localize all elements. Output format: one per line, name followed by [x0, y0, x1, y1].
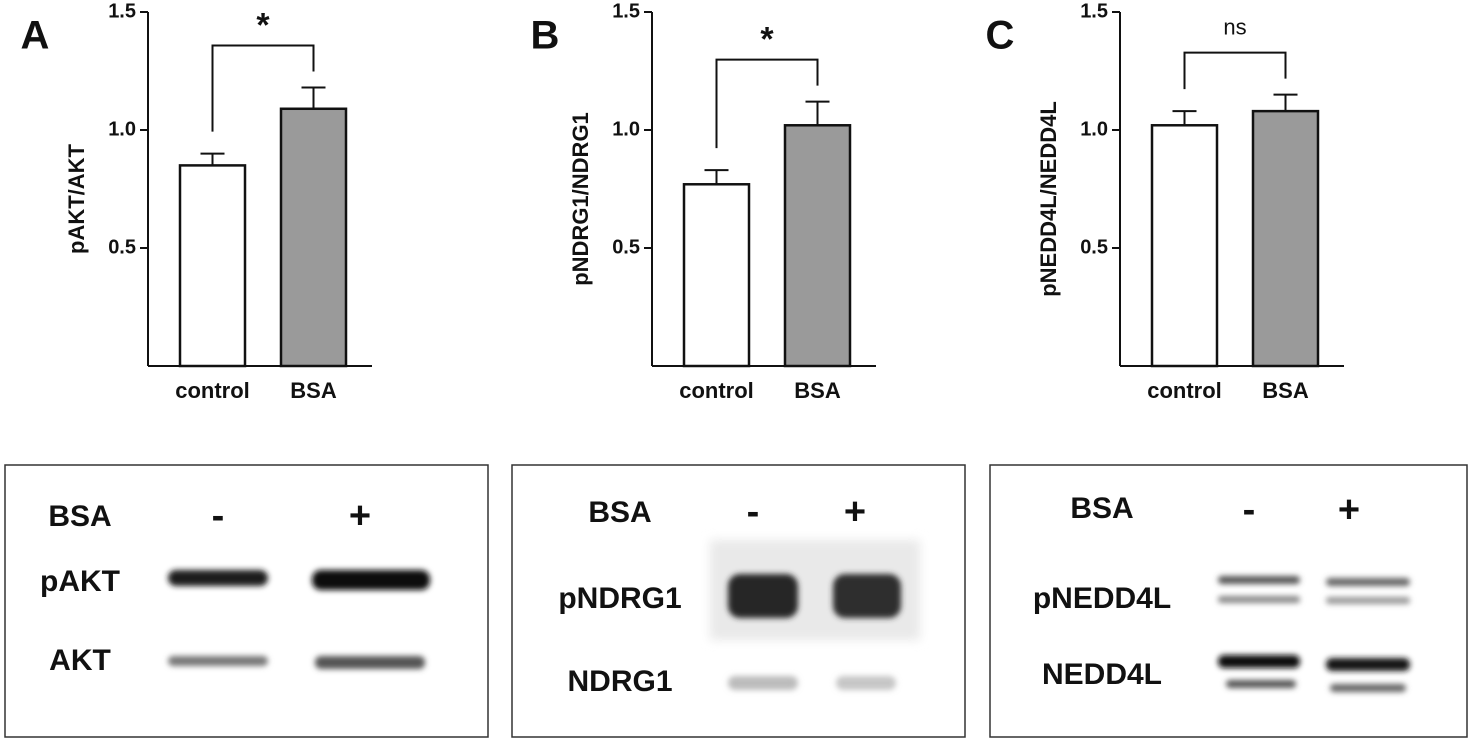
error-bar [200, 152, 225, 166]
panel-letter: C [986, 14, 1015, 58]
y-tick-label: 0.5 [108, 236, 136, 258]
y-axis-label: pAKT/AKT [64, 143, 89, 254]
blot-bands [1218, 576, 1410, 692]
blot-bands [728, 574, 901, 690]
blot-lane: - [1243, 489, 1256, 531]
x-tick-label: control [175, 378, 250, 403]
blot-treatment: BSA [588, 496, 651, 529]
blot-treatment: BSA [48, 500, 111, 533]
bar [682, 183, 751, 368]
significance-label: * [256, 7, 270, 45]
error-bar [1273, 93, 1298, 112]
blot-row-label: pNDRG1 [558, 582, 681, 615]
blot-treatment: BSA [1070, 492, 1133, 525]
bar [178, 164, 247, 368]
x-tick-label: BSA [794, 378, 841, 403]
blot-bands [168, 570, 430, 669]
blot-lane: - [212, 495, 225, 537]
error-bar [805, 100, 830, 126]
blot-lane: + [844, 491, 866, 533]
blot-lane: + [349, 495, 371, 537]
blot-row-label: pNEDD4L [1033, 582, 1171, 615]
error-bar [704, 169, 729, 185]
panel-letter: A [21, 14, 50, 58]
y-axis-label: pNEDD4L/NEDD4L [1036, 101, 1061, 297]
y-tick-label: 0.5 [612, 236, 640, 258]
y-tick-label: 1.0 [612, 118, 640, 140]
x-tick-label: control [1147, 378, 1222, 403]
y-axis-label: pNDRG1/NDRG1 [568, 112, 593, 286]
significance-bracket [1183, 51, 1287, 90]
significance-bracket [715, 58, 819, 149]
significance-label: * [760, 21, 774, 59]
y-tick-label: 1.5 [612, 0, 640, 22]
y-tick-label: 1.0 [1080, 118, 1108, 140]
y-tick-label: 1.5 [1080, 0, 1108, 22]
blot-lane: + [1338, 489, 1360, 531]
panel-letter: B [531, 14, 560, 58]
y-tick-label: 1.5 [108, 0, 136, 22]
x-tick-label: BSA [290, 378, 337, 403]
error-bar [301, 86, 326, 109]
y-tick-label: 0.5 [1080, 236, 1108, 258]
blot-lane: - [747, 491, 760, 533]
blot-row-label: AKT [49, 644, 111, 677]
bar [1251, 109, 1320, 368]
bar [783, 124, 852, 368]
x-tick-label: control [679, 378, 754, 403]
significance-bracket [211, 44, 315, 132]
bar [279, 107, 348, 368]
x-tick-label: BSA [1262, 378, 1309, 403]
significance-label: ns [1223, 14, 1246, 39]
blot-frame [4, 464, 489, 738]
y-tick-label: 1.0 [108, 118, 136, 140]
blot-row-label: NDRG1 [567, 665, 672, 698]
error-bar [1172, 110, 1197, 126]
blot-row-label: NEDD4L [1042, 658, 1162, 691]
bar [1150, 124, 1219, 368]
blot-row-label: pAKT [40, 565, 120, 598]
